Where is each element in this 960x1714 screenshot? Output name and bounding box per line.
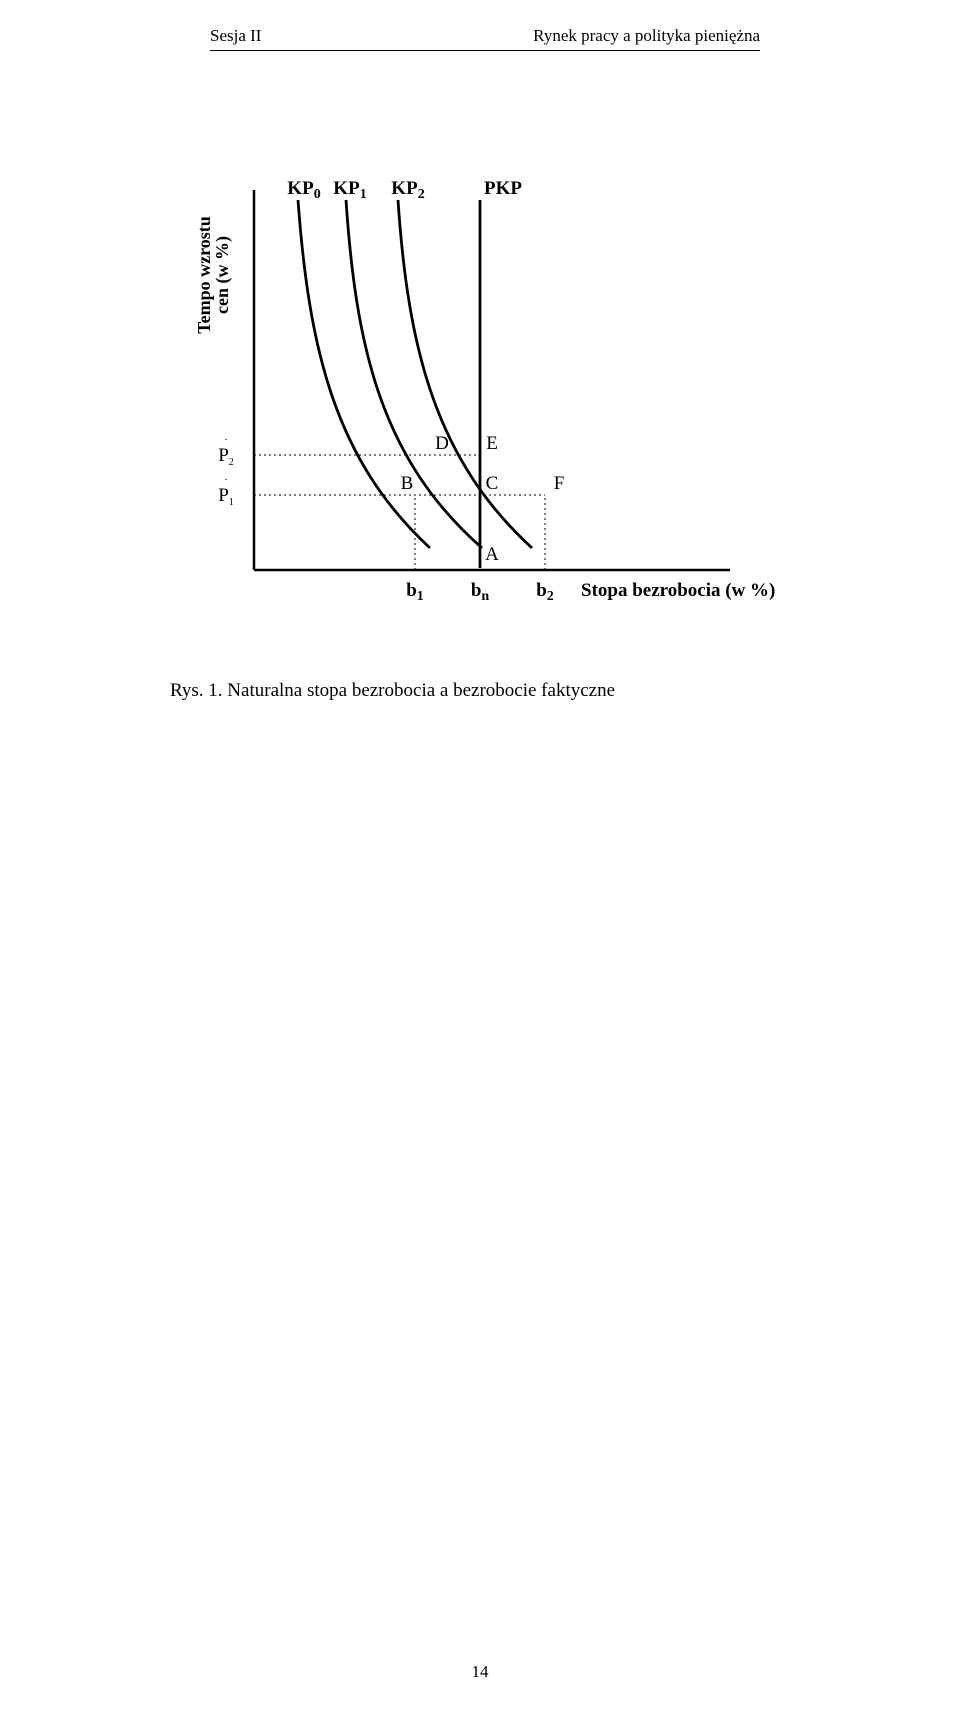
header-rule [210,50,760,51]
xtick-b1: b1 [406,580,424,604]
phillips-curve-1 [346,200,482,548]
page-number: 14 [0,1662,960,1682]
point-B-label: B [401,473,414,494]
pkp-label: PKP [484,178,522,199]
xtick-bn: bn [471,580,490,604]
point-D-label: D [435,433,449,454]
phillips-curve-0 [298,200,430,548]
point-C-label: C [486,473,499,494]
y-axis-title-line1: Tempo wzrostu [194,216,214,334]
phillips-chart: Tempo wzrostucen (w %)KP0KP1KP2PKP·P2·P1… [170,160,790,660]
curve-label-kp1: KP1 [333,178,366,202]
phillips-curve-2 [398,200,532,548]
header-right: Rynek pracy a polityka pieniężna [533,26,760,46]
y-axis-title-line2: cen (w %) [212,236,233,314]
point-F-label: F [554,473,565,494]
point-A-label: A [485,544,499,565]
p2-label: P2 [218,445,234,468]
figure-caption: Rys. 1. Naturalna stopa bezrobocia a bez… [170,680,615,702]
p1-label: P1 [218,485,234,508]
xtick-b2: b2 [536,580,554,604]
curve-label-kp2: KP2 [391,178,424,202]
x-axis-title: Stopa bezrobocia (w %) [581,580,775,601]
point-E-label: E [486,433,498,454]
curve-label-kp0: KP0 [287,178,320,202]
header-left: Sesja II [210,26,261,46]
page-header: Sesja II Rynek pracy a polityka pieniężn… [210,26,760,46]
